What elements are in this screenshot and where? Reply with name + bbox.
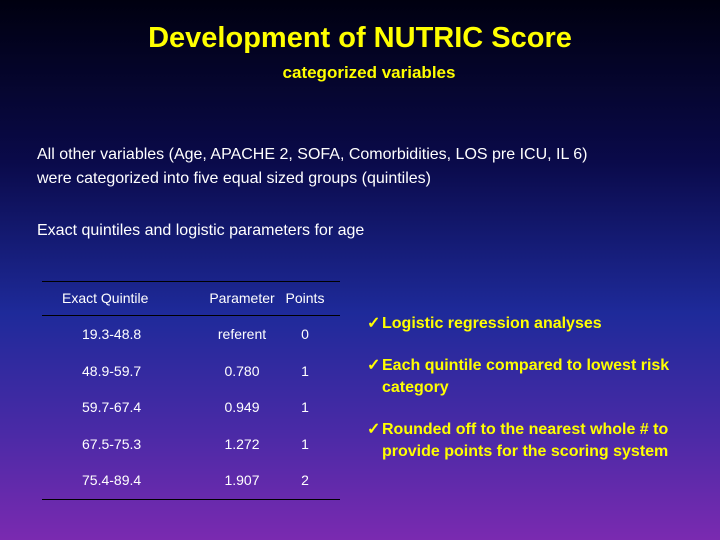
checkmark-icon: ✓: [367, 357, 381, 374]
points-cell: 2: [301, 472, 309, 488]
slide-subtitle: categorized variables: [282, 63, 456, 82]
bullet-item: ✓ Rounded off to the nearest whole # to …: [367, 419, 697, 463]
parameter-cell: 1.272: [224, 435, 260, 452]
intro-line-2: were categorized into five equal sized g…: [37, 170, 431, 187]
intro-line-1: All other variables (Age, APACHE 2, SOFA…: [37, 146, 588, 163]
bullet-text: Each quintile compared to lowest risk ca…: [382, 357, 670, 396]
header-exact-quintile: Exact Quintile: [62, 290, 149, 306]
parameter-cell: referent: [217, 326, 267, 342]
quintile-cell: 19.3-48.8: [82, 326, 142, 342]
intro-paragraph: All other variables (Age, APACHE 2, SOFA…: [37, 143, 697, 191]
bullet-text: Rounded off to the nearest whole # to pr…: [382, 421, 669, 460]
header-points: Points: [285, 290, 325, 306]
table-row: 59.7-67.4 0.949 1: [42, 389, 340, 426]
header-parameter: Parameter: [209, 290, 275, 306]
quintile-cell: 67.5-75.3: [82, 435, 142, 452]
quintile-cell: 48.9-59.7: [82, 362, 142, 379]
bullet-item: ✓ Each quintile compared to lowest risk …: [367, 355, 697, 399]
table-row: 48.9-59.7 0.780 1: [42, 353, 340, 390]
bullet-item: ✓ Logistic regression analyses: [367, 313, 697, 335]
points-cell: 1: [301, 435, 309, 452]
table-row: 67.5-75.3 1.272 1: [42, 426, 340, 463]
parameter-cell: 1.907: [224, 472, 260, 488]
table-header-row: Exact Quintile Parameter Points: [42, 282, 340, 316]
points-cell: 1: [301, 399, 309, 415]
points-cell: 0: [301, 326, 309, 342]
quintile-cell: 59.7-67.4: [82, 399, 142, 415]
parameter-cell: 0.949: [224, 399, 260, 415]
quintile-cell: 75.4-89.4: [82, 472, 142, 488]
checkmark-icon: ✓: [367, 315, 381, 332]
bullet-text: Logistic regression analyses: [382, 315, 602, 332]
parameter-cell: 0.780: [224, 362, 260, 379]
points-cell: 1: [301, 362, 309, 379]
bullet-list: ✓ Logistic regression analyses ✓ Each qu…: [367, 313, 697, 483]
table-row: 75.4-89.4 1.907 2: [42, 462, 340, 499]
checkmark-icon: ✓: [367, 421, 381, 438]
table-row: 19.3-48.8 referent 0: [42, 316, 340, 353]
quintile-table: Exact Quintile Parameter Points 19.3-48.…: [42, 281, 340, 500]
table-caption: Exact quintiles and logistic parameters …: [37, 222, 365, 239]
slide-title: Development of NUTRIC Score: [148, 22, 572, 54]
